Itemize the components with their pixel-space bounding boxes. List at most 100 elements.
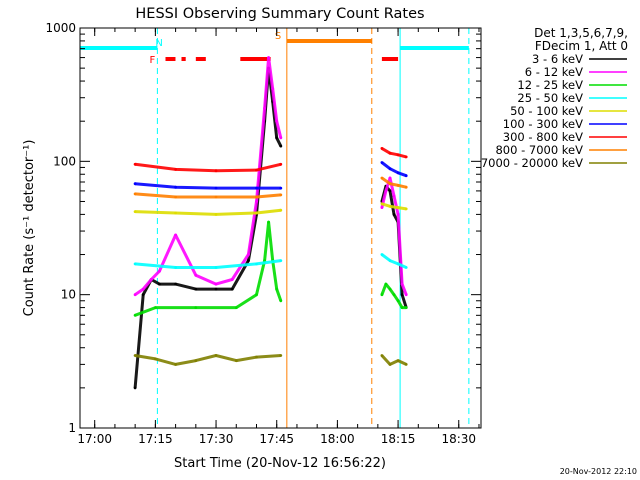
series-point-1-12 bbox=[271, 87, 275, 91]
series-point-6-3 bbox=[255, 168, 258, 172]
series-point-5-1 bbox=[388, 167, 392, 171]
series-point-2-9 bbox=[279, 299, 283, 303]
x-tick-label-2: 17:30 bbox=[199, 432, 234, 446]
series-point-2-3 bbox=[234, 306, 238, 309]
series-point-3-2 bbox=[396, 262, 400, 266]
legend-entry-4: 50 - 100 keV bbox=[510, 104, 583, 118]
legend: Det 1,3,5,6,7,9,FDecim 1, Att 03 - 6 keV… bbox=[481, 26, 628, 170]
series-point-4-2 bbox=[214, 213, 218, 216]
series-point-3-4 bbox=[279, 259, 283, 262]
series-point-7-2 bbox=[396, 184, 400, 187]
series-point-1-5 bbox=[400, 282, 404, 286]
series-point-1-14 bbox=[279, 136, 283, 140]
series-point-1-1 bbox=[141, 287, 145, 291]
series-point-8-7 bbox=[279, 354, 283, 357]
series-point-0-0 bbox=[133, 386, 137, 390]
legend-entry-0: 3 - 6 keV bbox=[532, 52, 583, 66]
series-line-4-1 bbox=[381, 202, 407, 211]
y-tick-label-3: 1000 bbox=[45, 21, 76, 35]
series-point-1-1 bbox=[384, 189, 388, 193]
series-point-2-3 bbox=[392, 293, 396, 297]
series-line-7-1 bbox=[381, 176, 407, 189]
series-point-0-3 bbox=[392, 213, 396, 216]
series-point-5-0 bbox=[380, 161, 384, 164]
series-point-7-0 bbox=[380, 176, 384, 180]
series-point-2-4 bbox=[396, 299, 400, 303]
series-point-5-4 bbox=[279, 186, 283, 190]
x-tick-label-0: 17:00 bbox=[77, 432, 112, 446]
series-line-8-1 bbox=[380, 354, 407, 366]
series-point-6-1 bbox=[174, 168, 178, 171]
series-point-3-3 bbox=[255, 262, 258, 266]
y-tick-label-1: 10 bbox=[61, 288, 76, 302]
series-point-5-2 bbox=[396, 171, 400, 175]
series-point-7-4 bbox=[279, 193, 283, 197]
legend-entry-5: 100 - 300 keV bbox=[503, 117, 583, 131]
series-point-0-5 bbox=[194, 287, 198, 291]
series-point-7-1 bbox=[388, 182, 392, 186]
series-point-2-6 bbox=[404, 306, 408, 309]
series-point-4-2 bbox=[396, 206, 400, 210]
legend-entry-2: 12 - 25 keV bbox=[517, 78, 583, 92]
series-point-0-3 bbox=[158, 282, 161, 286]
series-point-2-4 bbox=[255, 293, 258, 297]
series-point-1-5 bbox=[194, 273, 198, 277]
state-label-s: S bbox=[275, 31, 281, 42]
x-tick-label-5: 18:15 bbox=[381, 432, 416, 446]
series-point-3-0 bbox=[133, 262, 137, 266]
y-tick-label-0: 1 bbox=[68, 421, 76, 435]
series-point-8-0 bbox=[380, 354, 384, 357]
series-point-1-13 bbox=[275, 119, 279, 123]
y-tick-label-2: 100 bbox=[53, 154, 76, 168]
series-point-5-2 bbox=[214, 186, 218, 190]
series-point-4-4 bbox=[279, 208, 283, 212]
series-point-3-1 bbox=[388, 259, 392, 262]
series-point-0-8 bbox=[247, 259, 250, 262]
series-point-7-3 bbox=[255, 195, 258, 199]
series-point-2-5 bbox=[400, 306, 404, 309]
series-point-6-0 bbox=[380, 147, 384, 150]
series-point-1-6 bbox=[214, 282, 218, 286]
series-point-2-1 bbox=[154, 306, 157, 309]
series-point-1-11 bbox=[267, 56, 270, 59]
series-point-2-6 bbox=[267, 220, 270, 224]
series-point-1-9 bbox=[255, 200, 258, 203]
series-point-5-3 bbox=[255, 186, 258, 190]
series-point-0-13 bbox=[275, 136, 279, 140]
series-point-2-2 bbox=[194, 306, 198, 309]
series-point-1-3 bbox=[392, 194, 396, 198]
legend-header-1: FDecim 1, Att 0 bbox=[535, 39, 628, 53]
series-point-1-2 bbox=[149, 278, 153, 281]
series-point-4-1 bbox=[174, 211, 178, 215]
series-point-0-7 bbox=[230, 287, 234, 291]
plot-area-frame bbox=[79, 27, 482, 429]
x-tick-label-4: 18:00 bbox=[320, 432, 355, 446]
footer-timestamp: 20-Nov-2012 22:10 bbox=[560, 467, 637, 476]
series-point-6-3 bbox=[404, 155, 408, 159]
series-point-6-2 bbox=[214, 169, 218, 173]
x-tick-label-3: 17:45 bbox=[259, 432, 294, 446]
series-point-2-8 bbox=[275, 287, 279, 291]
series-line-6-1 bbox=[381, 147, 407, 159]
series-point-3-3 bbox=[404, 266, 408, 269]
series-point-0-14 bbox=[279, 144, 283, 148]
series-point-1-2 bbox=[388, 176, 392, 180]
series-point-8-3 bbox=[404, 363, 408, 366]
series-line-5-1 bbox=[380, 161, 407, 178]
series-point-0-5 bbox=[400, 293, 404, 297]
series-point-5-0 bbox=[133, 182, 137, 186]
series-point-6-0 bbox=[133, 162, 137, 166]
series-point-8-2 bbox=[396, 359, 400, 362]
series-point-2-0 bbox=[133, 313, 137, 317]
series-point-7-1 bbox=[174, 195, 178, 199]
series-point-6-4 bbox=[279, 162, 283, 166]
series-point-8-6 bbox=[255, 355, 258, 359]
y-axis-label: Count Rate (s⁻¹ detector⁻¹) bbox=[22, 140, 37, 317]
series-point-0-1 bbox=[141, 293, 145, 297]
series-point-3-0 bbox=[380, 253, 384, 256]
series-point-1-0 bbox=[133, 293, 137, 297]
series-point-8-0 bbox=[133, 354, 137, 357]
series-point-7-0 bbox=[133, 192, 137, 196]
